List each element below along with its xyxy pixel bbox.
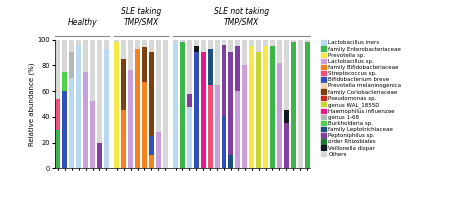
Bar xyxy=(304,40,310,42)
Bar xyxy=(76,46,81,168)
Bar xyxy=(208,85,213,168)
Bar xyxy=(121,110,126,168)
Bar xyxy=(69,53,74,78)
Bar xyxy=(76,40,81,46)
Bar xyxy=(236,46,240,91)
Bar xyxy=(208,40,213,49)
Bar xyxy=(249,46,254,168)
Bar xyxy=(242,40,247,65)
Bar xyxy=(201,53,206,168)
Bar xyxy=(201,40,206,53)
Bar xyxy=(284,123,289,168)
Bar xyxy=(236,40,240,46)
Bar xyxy=(228,40,233,53)
Bar xyxy=(284,40,289,110)
Bar xyxy=(63,91,67,168)
Bar xyxy=(142,82,147,168)
Bar xyxy=(163,40,168,168)
Bar xyxy=(215,85,219,168)
Bar xyxy=(114,40,119,42)
Bar xyxy=(142,47,147,82)
Bar xyxy=(149,40,154,53)
Bar xyxy=(263,40,268,46)
Bar xyxy=(291,42,296,168)
Bar xyxy=(90,101,95,168)
Bar xyxy=(69,40,74,53)
Bar xyxy=(187,106,192,168)
Bar xyxy=(135,40,140,49)
Bar xyxy=(104,49,109,168)
Bar xyxy=(83,40,88,72)
Bar xyxy=(63,40,67,72)
Bar xyxy=(215,40,219,85)
Bar xyxy=(55,40,61,99)
Bar xyxy=(221,116,227,168)
Bar xyxy=(228,53,233,155)
Bar xyxy=(173,42,178,168)
Y-axis label: Relative abundance (%): Relative abundance (%) xyxy=(28,62,35,146)
Bar xyxy=(149,53,154,136)
Bar xyxy=(256,53,261,168)
Bar xyxy=(97,40,102,143)
Bar xyxy=(284,110,289,123)
Bar xyxy=(194,53,199,168)
Bar xyxy=(228,155,233,168)
Bar xyxy=(194,40,199,46)
Bar xyxy=(90,40,95,101)
Bar xyxy=(256,40,261,53)
Bar xyxy=(135,49,140,168)
Bar xyxy=(194,46,199,53)
Text: SLE taking
TMP/SMX: SLE taking TMP/SMX xyxy=(121,7,161,27)
Bar xyxy=(263,46,268,168)
Bar xyxy=(187,40,192,94)
Bar xyxy=(291,40,296,42)
Bar xyxy=(142,40,147,47)
Bar xyxy=(270,46,275,168)
Bar xyxy=(173,40,178,42)
Bar xyxy=(277,63,282,168)
Bar xyxy=(69,78,74,168)
Bar xyxy=(121,40,126,59)
Bar xyxy=(277,40,282,63)
Bar xyxy=(236,91,240,168)
Bar xyxy=(97,143,102,168)
Bar xyxy=(180,40,185,42)
Bar xyxy=(221,40,227,45)
Bar xyxy=(63,72,67,91)
Bar xyxy=(156,40,161,132)
Bar xyxy=(208,49,213,85)
Legend: Lactobacillus iners, family Enterobacteriaceae, Prevotella sp., Lactobacillus sp: Lactobacillus iners, family Enterobacter… xyxy=(321,40,402,157)
Bar xyxy=(83,72,88,168)
Bar xyxy=(121,59,126,110)
Bar xyxy=(128,70,133,168)
Bar xyxy=(104,40,109,49)
Bar xyxy=(304,42,310,168)
Bar xyxy=(114,42,119,168)
Text: Healthy: Healthy xyxy=(67,18,97,27)
Bar xyxy=(270,40,275,46)
Bar xyxy=(55,99,61,130)
Bar xyxy=(249,40,254,46)
Bar xyxy=(298,40,302,168)
Bar xyxy=(187,94,192,106)
Bar xyxy=(156,132,161,168)
Bar xyxy=(180,42,185,168)
Bar xyxy=(149,155,154,168)
Text: SLE not taking
TMP/SMX: SLE not taking TMP/SMX xyxy=(214,7,269,27)
Bar xyxy=(221,45,227,116)
Bar xyxy=(55,130,61,168)
Bar xyxy=(128,40,133,70)
Bar xyxy=(242,65,247,168)
Bar xyxy=(149,136,154,155)
